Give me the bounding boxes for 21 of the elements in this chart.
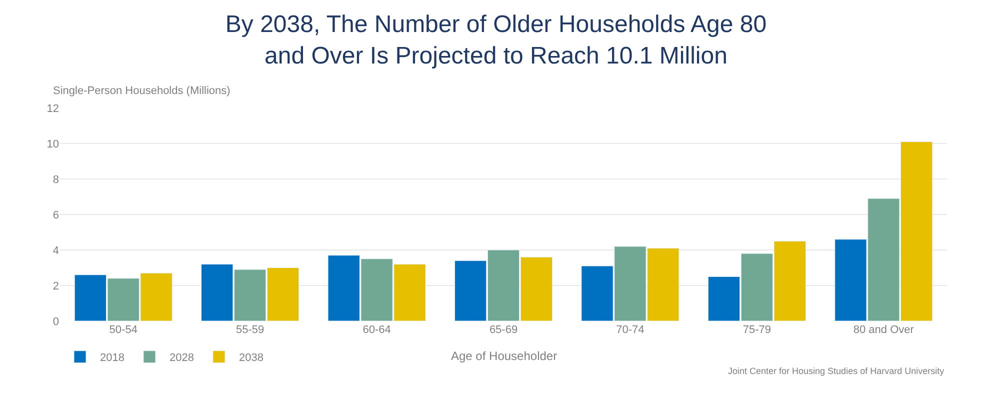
y-axis-title: Single-Person Households (Millions)	[53, 85, 230, 97]
y-tick-label: 8	[52, 174, 59, 186]
x-axis-title: Age of Householder	[451, 349, 558, 363]
x-tick-label: 55-59	[236, 324, 264, 336]
chart-title: By 2038, The Number of Older Households Age 80 and Over Is Projected to Reach 10.1 Million	[225, 11, 767, 70]
y-tick-label: 4	[52, 244, 59, 257]
y-tick-label: 10	[46, 138, 59, 150]
legend-label: 2028	[169, 352, 194, 364]
x-tick-label: 50-54	[109, 324, 138, 336]
text: Joint Center for Housing Studies of Harvard University	[728, 366, 945, 376]
y-tick-label: 0	[52, 316, 59, 328]
y-tick-label: 12	[46, 102, 59, 115]
x-tick-label: 65-69	[489, 324, 518, 336]
x-tick-label: 75-79	[742, 324, 771, 336]
legend-label: 2018	[100, 352, 124, 364]
legend-label: 2038	[238, 352, 264, 364]
y-tick-label: 2	[52, 280, 59, 292]
y-tick-label: 6	[52, 209, 59, 222]
x-tick-label: 70-74	[616, 324, 644, 336]
x-tick-label: 80 and Over	[853, 324, 914, 336]
x-tick-label: 60-64	[362, 324, 391, 336]
